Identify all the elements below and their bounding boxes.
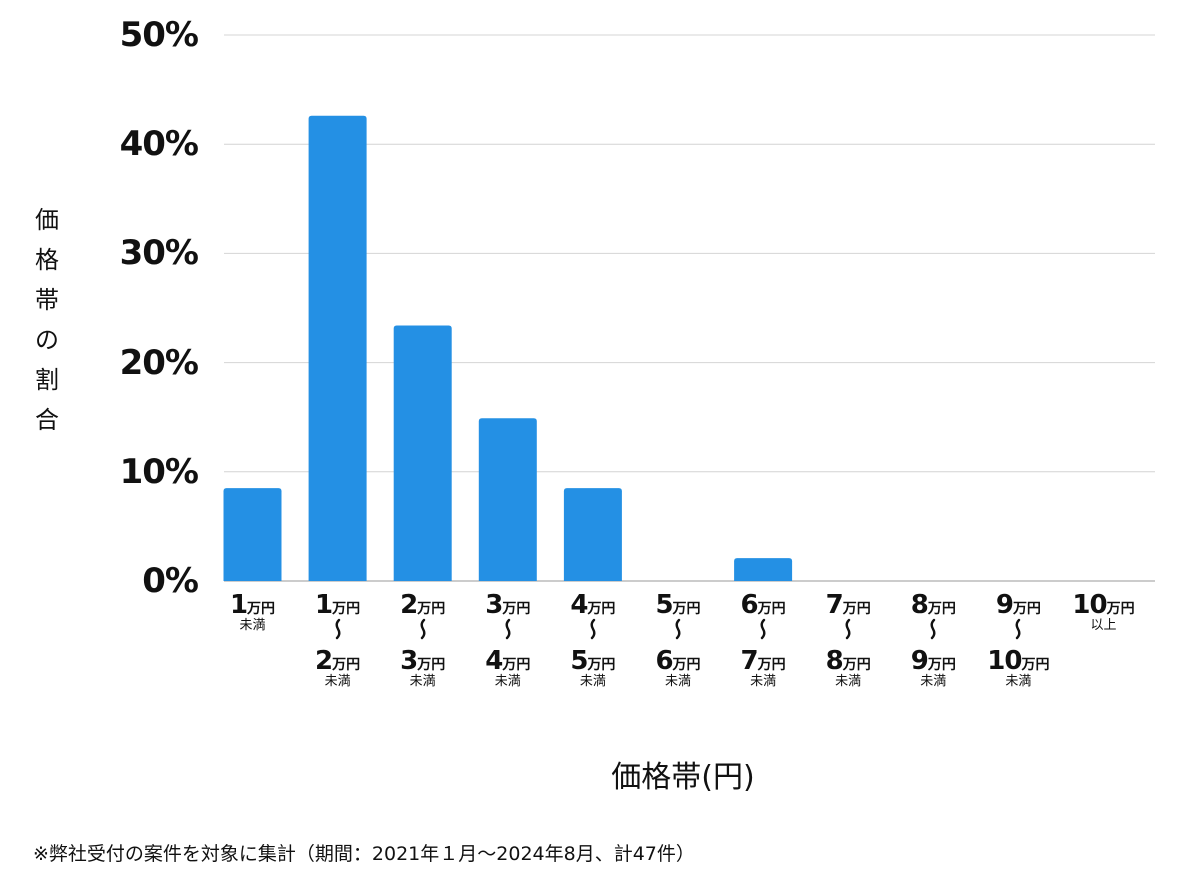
bar <box>478 418 537 581</box>
bar <box>223 488 282 581</box>
range-mark-icon <box>976 618 1060 648</box>
y-axis-label: 価格帯の割合 <box>35 206 59 434</box>
bar <box>393 325 452 581</box>
bar <box>734 558 793 581</box>
range-mark-icon <box>721 618 805 648</box>
bar <box>563 488 622 581</box>
x-tick-label: 1万円 未満 <box>229 590 276 633</box>
x-tick-label: 3万円 4万円 未満 <box>466 592 550 688</box>
range-mark-icon <box>636 618 720 648</box>
x-tick-label: 1万円 2万円 未満 <box>296 592 380 688</box>
y-tick-label: 10% <box>119 451 199 492</box>
y-tick-label: 40% <box>119 124 199 165</box>
x-tick-label: 4万円 5万円 未満 <box>551 592 635 688</box>
bar <box>308 115 367 582</box>
x-tick-label: 2万円 3万円 未満 <box>381 592 465 688</box>
x-tick-label: 9万円 10万円 未満 <box>976 592 1060 688</box>
y-tick-label: 50% <box>119 15 199 55</box>
y-tick-label: 20% <box>119 342 199 383</box>
x-tick-label: 7万円 8万円 未満 <box>806 592 890 688</box>
range-mark-icon <box>891 618 975 648</box>
footnote: ※弊社受付の案件を対象に集計（期間：2021年１月～2024年8月、計47件） <box>33 843 695 865</box>
y-tick-label: 0% <box>142 561 199 601</box>
range-mark-icon <box>381 618 465 648</box>
x-tick-label: 6万円 7万円 未満 <box>721 592 805 688</box>
range-mark-icon <box>466 618 550 648</box>
x-axis-title: 価格帯(円) <box>611 760 755 795</box>
range-mark-icon <box>551 618 635 648</box>
x-tick-label: 8万円 9万円 未満 <box>891 592 975 688</box>
range-mark-icon <box>806 618 890 648</box>
x-tick-label: 10万円 以上 <box>1072 590 1135 633</box>
range-mark-icon <box>296 618 380 648</box>
y-tick-label: 30% <box>119 233 199 274</box>
x-tick-label: 5万円 6万円 未満 <box>636 592 720 688</box>
